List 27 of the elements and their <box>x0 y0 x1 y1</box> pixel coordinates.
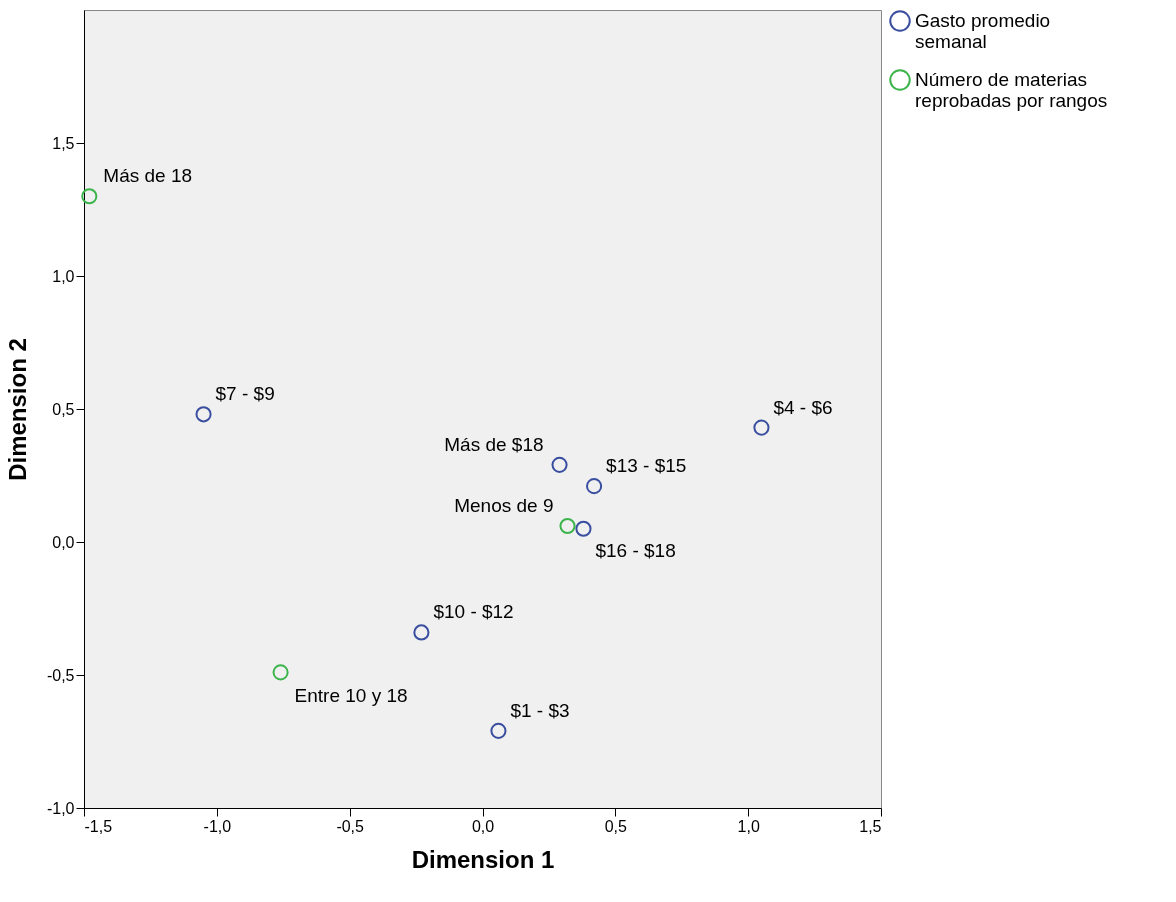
y-tick-label: 1,0 <box>52 267 75 285</box>
x-tick-label: 0,5 <box>604 817 628 835</box>
annotation: Menos de 9 <box>454 495 554 517</box>
y-tick-label: 1,5 <box>52 134 75 152</box>
legend-label: Número de materias reprobadas por rangos <box>915 69 1108 111</box>
annotation: $16 - $18 <box>595 539 676 561</box>
y-tick-label: 0,0 <box>52 533 75 551</box>
x-tick-label: 0,0 <box>471 817 495 835</box>
x-tick-label: -1,0 <box>203 817 232 835</box>
x-tick-label: -1,5 <box>84 817 113 835</box>
annotation: Entre 10 y 18 <box>294 685 408 707</box>
annotation: Más de $18 <box>444 433 544 455</box>
y-tick-label: -0,5 <box>46 666 75 684</box>
annotation: $1 - $3 <box>510 699 570 721</box>
x-tick-label: -0,5 <box>336 817 365 835</box>
x-axis-title: Dimension 1 <box>411 845 555 873</box>
annotation: $4 - $6 <box>773 396 833 418</box>
legend-label: Gasto promedio semanal <box>915 10 1051 52</box>
annotation: $10 - $12 <box>433 601 514 623</box>
y-tick-label: -1,0 <box>46 799 75 817</box>
x-tick-label: 1,5 <box>859 817 882 835</box>
y-axis-title: Dimension 2 <box>3 338 31 481</box>
annotation: $7 - $9 <box>215 383 275 405</box>
annotation: Más de 18 <box>103 165 193 187</box>
x-tick-label: 1,0 <box>737 817 760 835</box>
annotation: $13 - $15 <box>606 455 687 477</box>
y-tick-label: 0,5 <box>52 400 75 418</box>
